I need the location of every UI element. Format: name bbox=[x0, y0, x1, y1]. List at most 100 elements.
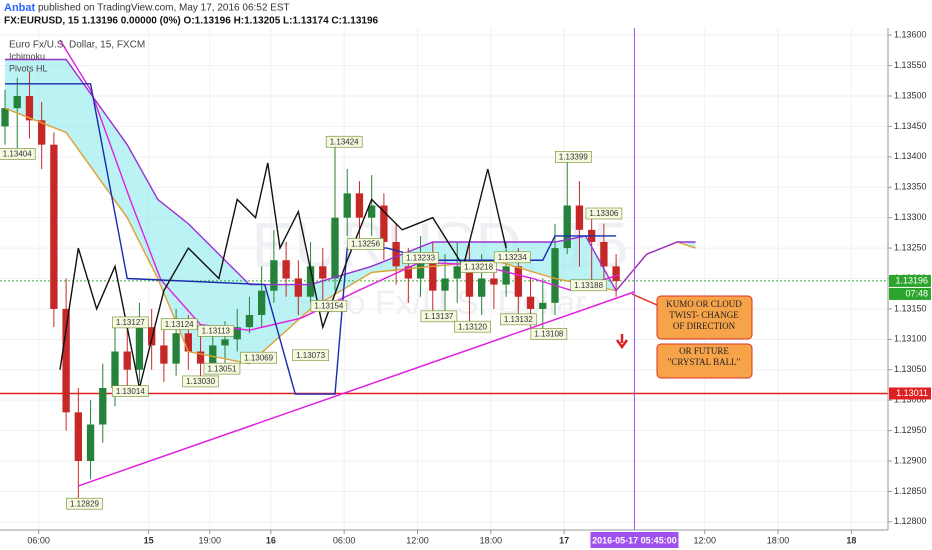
cloud-fill bbox=[5, 59, 696, 364]
candle-body bbox=[221, 339, 229, 346]
pivot-marker bbox=[203, 362, 241, 375]
candle-body bbox=[343, 193, 351, 218]
candle-body bbox=[13, 96, 21, 109]
candle-body bbox=[270, 260, 278, 291]
candle-body bbox=[490, 278, 498, 285]
legend-entry: Ichimoku bbox=[9, 51, 45, 61]
candle-body bbox=[551, 248, 559, 303]
candle-body bbox=[355, 193, 364, 218]
pivot-marker bbox=[570, 279, 607, 292]
pivot-marker bbox=[493, 251, 531, 264]
pivot-marker bbox=[0, 148, 36, 160]
y-tick-label: 1.12900 bbox=[894, 455, 927, 465]
candle-body bbox=[50, 144, 58, 309]
y-tick-label: 1.13600 bbox=[894, 30, 927, 40]
line-lagging bbox=[59, 162, 507, 389]
candle-body bbox=[465, 266, 474, 297]
price-box bbox=[889, 274, 931, 287]
annotation-box bbox=[656, 343, 753, 379]
candle-body bbox=[1, 108, 9, 127]
trendline bbox=[78, 291, 635, 487]
pivot-label: 1.13399 bbox=[559, 153, 588, 162]
pivot-marker bbox=[420, 310, 458, 323]
candle-body bbox=[86, 424, 95, 461]
pivot-marker bbox=[182, 375, 219, 388]
candle-body bbox=[294, 278, 302, 297]
candle-body bbox=[429, 260, 437, 291]
y-tick-label: 1.13150 bbox=[894, 303, 927, 313]
annotation-box bbox=[656, 295, 753, 340]
pivot-marker bbox=[111, 316, 149, 329]
cursor-box bbox=[590, 532, 679, 548]
candle-body bbox=[74, 412, 82, 461]
candle-body bbox=[514, 266, 522, 297]
y-tick-label: 1.13250 bbox=[894, 242, 927, 252]
pivot-label: 1.13069 bbox=[244, 353, 273, 362]
published: published on TradingView.com, May 17, 20… bbox=[38, 3, 290, 14]
candle-body bbox=[319, 266, 327, 279]
x-tick-label: 18:00 bbox=[767, 535, 790, 545]
candle-body bbox=[416, 260, 425, 279]
pivot-label: 1.13306 bbox=[589, 209, 618, 218]
pivot-label: 1.13030 bbox=[186, 377, 215, 386]
candle-body bbox=[172, 333, 180, 364]
pivot-label: 1.13188 bbox=[574, 281, 603, 290]
pivot-marker bbox=[347, 238, 384, 250]
pivot-label: 1.13424 bbox=[330, 137, 359, 146]
x-tick-label: 12:00 bbox=[693, 535, 716, 545]
author[interactable]: Anbat bbox=[4, 2, 36, 14]
candle-body bbox=[148, 327, 156, 346]
pivot-marker bbox=[160, 318, 198, 331]
pivot-marker bbox=[240, 351, 277, 364]
candle-body bbox=[380, 205, 388, 242]
y-tick-label: 1.13050 bbox=[894, 364, 927, 374]
y-tick-label: 1.13500 bbox=[894, 90, 927, 100]
plot: EURUSD, 15Euro Fx/U.S. Dollar1.134041.13… bbox=[0, 28, 888, 530]
x-tick-label: 18:00 bbox=[480, 535, 503, 545]
cursor-label: 2016-05-17 05:45:00 bbox=[592, 535, 677, 545]
x-tick-label: 06:00 bbox=[333, 535, 356, 545]
annotation-arrow bbox=[631, 293, 658, 306]
candle-body bbox=[331, 217, 339, 279]
candle-body bbox=[526, 296, 535, 309]
x-tick-label: 12:00 bbox=[406, 535, 429, 545]
pivot-label: 1.13073 bbox=[296, 351, 325, 360]
candle-body bbox=[123, 351, 131, 370]
pivot-label: 1.13256 bbox=[351, 240, 380, 249]
pivot-marker bbox=[197, 325, 235, 337]
pivot-marker bbox=[530, 328, 568, 340]
candle-body bbox=[62, 308, 70, 413]
pivot-label: 1.13051 bbox=[207, 364, 236, 373]
pivot-label: 1.13113 bbox=[202, 327, 231, 336]
pivot-marker bbox=[310, 300, 348, 312]
pivot-label: 1.13233 bbox=[406, 254, 435, 263]
candle-body bbox=[539, 302, 547, 309]
pivot-label: 1.13124 bbox=[165, 320, 194, 329]
y-tick-label: 1.12950 bbox=[894, 425, 927, 435]
candle-body bbox=[478, 278, 486, 297]
line-span-b bbox=[5, 58, 696, 292]
y-tick-label: 1.12850 bbox=[894, 486, 927, 496]
pivot-label: 1.13218 bbox=[464, 263, 493, 272]
y-tick-label: 1.13350 bbox=[894, 182, 927, 192]
y-tick-label: 1.12800 bbox=[894, 516, 927, 526]
candle-body bbox=[245, 315, 254, 328]
pivot-label: 1.13404 bbox=[3, 150, 32, 159]
pivot-label: 1.13137 bbox=[424, 312, 453, 321]
candle-body bbox=[258, 290, 266, 315]
candle-body bbox=[306, 266, 315, 297]
pivot-label: 1.13120 bbox=[458, 322, 487, 331]
y-tick-label: 1.13000 bbox=[894, 395, 927, 405]
line-kijun bbox=[5, 83, 617, 395]
price-box-label: 1.13011 bbox=[896, 388, 928, 398]
candle-body bbox=[575, 205, 584, 230]
candle-body bbox=[612, 266, 620, 281]
candle-body bbox=[282, 260, 290, 279]
pivot-marker bbox=[585, 207, 623, 220]
candle-body bbox=[160, 345, 168, 364]
pivot-label: 1.12829 bbox=[70, 499, 99, 508]
y-tick-label: 1.13100 bbox=[894, 334, 927, 344]
pivot-marker bbox=[292, 349, 329, 362]
candle-body bbox=[453, 266, 461, 279]
